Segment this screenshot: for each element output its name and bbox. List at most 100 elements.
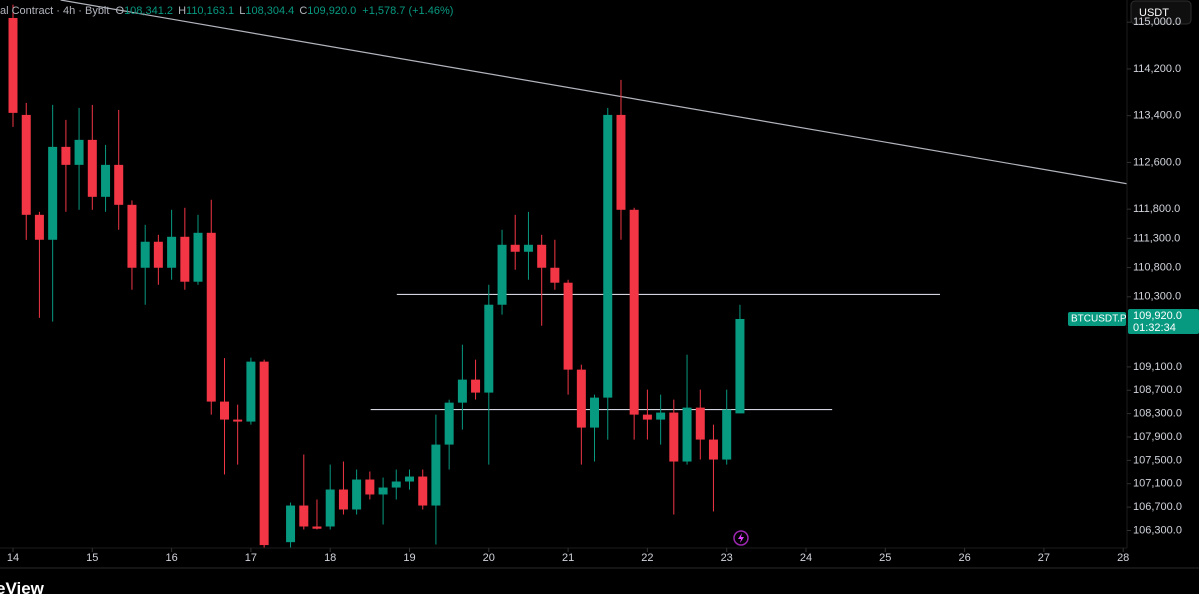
x-tick-label: 21 (562, 552, 574, 564)
lightning-icon[interactable] (733, 530, 749, 546)
candle-body (590, 397, 600, 428)
candle-body (616, 114, 626, 210)
x-tick-label: 25 (879, 552, 891, 564)
button-label[interactable]: USDT (1139, 7, 1169, 19)
candle-body (233, 419, 243, 422)
candle-body (378, 487, 388, 495)
y-tick-label: 114,200.0 (1133, 63, 1181, 75)
candle-body (418, 476, 428, 506)
y-tick-label: 108,700.0 (1133, 384, 1182, 396)
plot-area (8, 0, 1127, 548)
candle-body (457, 379, 467, 403)
candle-body (603, 114, 613, 398)
ohlc-label: L (239, 5, 245, 17)
candle-body (246, 361, 256, 422)
ohlc-value: 109,920.0 (307, 5, 356, 17)
candle-body (497, 244, 507, 305)
candle-body (682, 407, 692, 462)
candle-body (431, 444, 441, 506)
candle-body (87, 139, 97, 197)
y-tick-label: 110,800.0 (1133, 261, 1181, 273)
candle-body (34, 214, 44, 240)
ohlc-label: C (299, 5, 307, 17)
candle-body (523, 244, 533, 252)
y-tick-label: 115,000.0 (1133, 16, 1181, 28)
icon-bolt[interactable] (738, 533, 744, 543)
candle-body (405, 476, 415, 482)
candle-body (180, 236, 190, 282)
candle-body (695, 407, 705, 440)
x-tick-label: 27 (1038, 552, 1050, 564)
candle-body (193, 232, 203, 282)
y-tick-label: 107,900.0 (1133, 431, 1182, 443)
candle-body (299, 505, 309, 527)
button-frame[interactable] (1130, 0, 1192, 25)
candle-body (114, 164, 124, 205)
footer (0, 568, 1199, 594)
candle-body (365, 479, 375, 495)
x-tick-label: 18 (324, 552, 336, 564)
y-tick-label: 112,600.0 (1133, 156, 1181, 168)
candle-body (286, 505, 296, 543)
candle-body (352, 479, 362, 510)
drawn-line (60, 0, 1127, 185)
price-tag-symbol: BTCUSDT.P (1071, 314, 1127, 325)
price-tag-countdown: 01:32:34 (1133, 322, 1176, 334)
ohlc-label: O (116, 5, 125, 17)
candle-body (444, 402, 454, 445)
candle-body (471, 379, 481, 393)
candle-body (127, 204, 137, 268)
candle-body (325, 489, 335, 527)
candle-body (629, 209, 639, 415)
y-tick-label: 107,500.0 (1133, 454, 1182, 466)
candle-body (708, 439, 718, 460)
change: +1,578.7 (+1.46%) (362, 5, 453, 17)
candle-body (550, 267, 560, 283)
candle-body (563, 282, 573, 370)
candle-body (8, 17, 18, 113)
x-tick-label: 22 (641, 552, 653, 564)
currency-button[interactable]: USDT (1130, 0, 1192, 25)
price-tag-value: 109,920.0 (1133, 310, 1182, 322)
y-tick-label: 111,800.0 (1133, 203, 1180, 215)
candle-body (722, 409, 732, 460)
x-tick-label: 19 (403, 552, 415, 564)
candle-body (669, 412, 679, 462)
x-tick-label: 23 (721, 552, 733, 564)
candle-body (656, 412, 666, 420)
y-tick-label: 107,100.0 (1133, 478, 1182, 490)
icon-ring[interactable] (733, 530, 749, 546)
candle-body (48, 146, 58, 240)
ohlc-value: 108,341.2 (124, 5, 173, 17)
ohlc-value: 108,304.4 (245, 5, 294, 17)
candle-body (206, 232, 216, 402)
x-tick-label: 24 (800, 552, 812, 564)
candle-body (140, 241, 150, 268)
brand: eView (0, 579, 45, 594)
candle-body (642, 414, 652, 420)
y-tick-label: 109,100.0 (1133, 361, 1182, 373)
candle-body (219, 401, 229, 420)
y-tick-label: 106,300.0 (1133, 524, 1182, 536)
candle-body (391, 481, 401, 488)
header-text: al Contract · 4h · Bybit O108,341.2 H110… (0, 5, 453, 17)
x-tick-label: 20 (483, 552, 495, 564)
header: al Contract · 4h · Bybit O108,341.2 H110… (0, 5, 453, 17)
candle-body (338, 489, 348, 510)
candle-body (74, 139, 84, 165)
candle-body (510, 244, 520, 252)
y-tick-label: 108,300.0 (1133, 408, 1182, 420)
x-tick-label: 16 (165, 552, 177, 564)
ohlc-value: 110,163.1 (186, 5, 234, 17)
x-tick-label: 15 (86, 552, 98, 564)
candle-body (101, 164, 111, 197)
candle-body (153, 241, 163, 268)
candle-body (259, 361, 269, 546)
ohlc-label: H (178, 5, 186, 17)
candle-body (167, 236, 177, 268)
candle-body (735, 318, 745, 414)
y-tick-label: 110,300.0 (1133, 291, 1181, 303)
symbol: al Contract · 4h · Bybit (0, 5, 109, 17)
